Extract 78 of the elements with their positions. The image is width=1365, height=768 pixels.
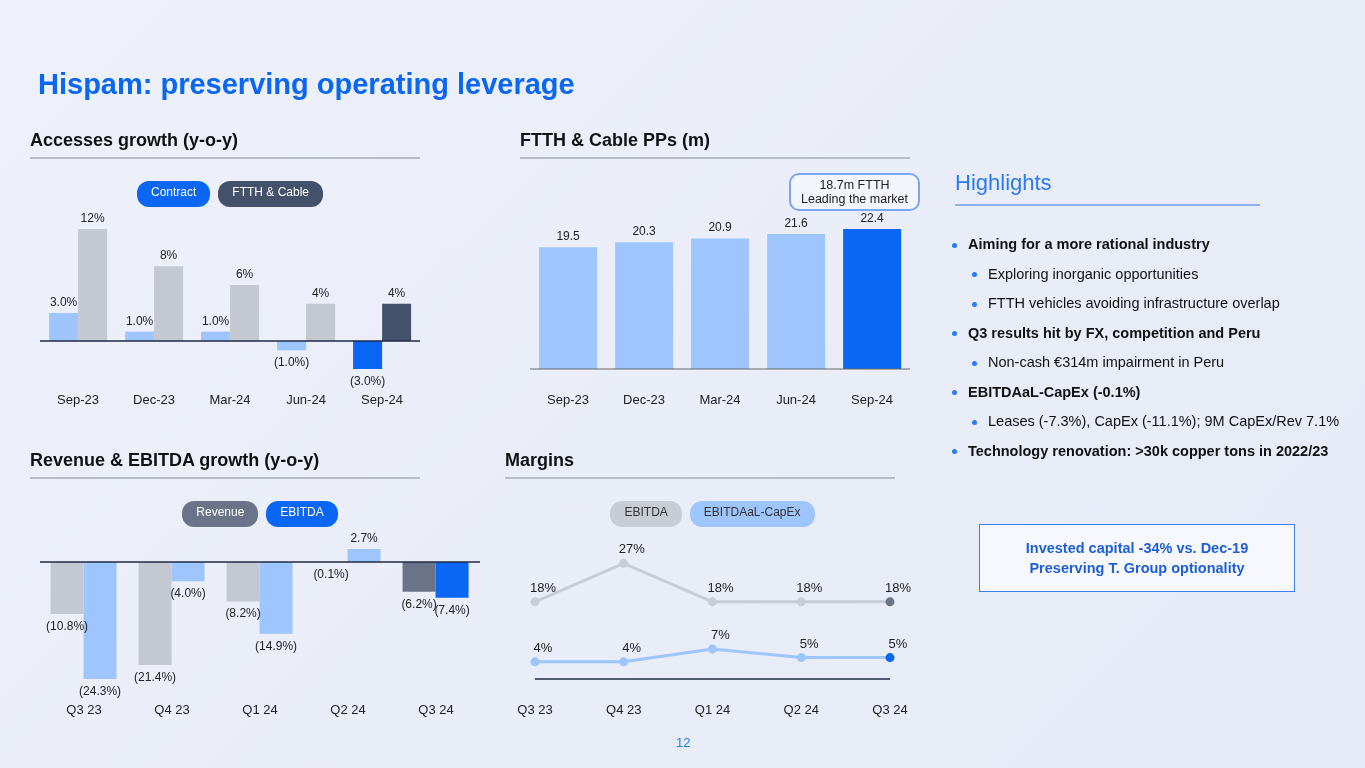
chart-title: Margins	[505, 450, 895, 479]
data-label: (21.4%)	[134, 670, 177, 685]
data-label: 27%	[618, 541, 646, 557]
x-tick-label: Q3 23	[66, 702, 102, 718]
data-label: 21.6	[784, 216, 809, 230]
text: 18.7m FTTH Leading the market	[788, 173, 920, 211]
data-label: 8%	[159, 248, 178, 263]
text: Exploring inorganic opportunities	[988, 265, 1199, 284]
chart-title: FTTH & Cable PPs (m)	[520, 130, 910, 159]
x-tick-label: Q2 24	[783, 702, 819, 718]
data-label: (10.8%)	[46, 619, 89, 633]
x-tick-label: Sep-23	[547, 392, 589, 408]
chart-title: Revenue & EBITDA growth (y-o-y)	[30, 450, 420, 479]
text: Technology renovation: >30k copper tons in 2022/23	[968, 442, 1329, 461]
data-label: 18%	[796, 579, 823, 595]
text: Contract	[136, 181, 211, 207]
data-label: (14.9%)	[255, 638, 298, 653]
text: FTTH vehicles avoiding infrastructure overlap	[988, 295, 1280, 313]
x-tick-label: Q3 23	[517, 702, 553, 718]
x-tick-label: Q3 24	[872, 702, 908, 718]
data-label: 5%	[888, 635, 908, 651]
data-label: 7%	[711, 627, 731, 642]
data-label: 12%	[80, 211, 105, 225]
data-label: 2.7%	[350, 531, 379, 545]
data-label: 19.5	[556, 229, 581, 244]
data-label: 18%	[884, 579, 912, 595]
data-label: (3.0%)	[349, 374, 386, 388]
x-tick-label: Q4 23	[154, 702, 190, 718]
data-label: (8.2%)	[225, 606, 261, 621]
text: Q3 results hit by FX, competition and Peru	[968, 324, 1261, 343]
x-tick-label: Q3 24	[418, 702, 454, 718]
text: FTTH & Cable	[218, 181, 324, 207]
x-tick-label: Q2 24	[330, 702, 366, 718]
text: Hispam: preserving operating leverage	[38, 68, 575, 101]
text: EBITDAaL-CapEx	[689, 501, 815, 527]
x-tick-label: Q1 24	[242, 702, 278, 718]
x-tick-label: Dec-23	[623, 392, 665, 408]
text: Highlights	[955, 170, 1260, 206]
data-label: 4%	[622, 639, 642, 655]
text: Non-cash €314m impairment in Peru	[988, 354, 1225, 372]
data-label: 1.0%	[201, 313, 230, 328]
text: EBITDA	[610, 501, 682, 527]
data-label: (24.3%)	[79, 684, 122, 698]
data-label: (1.0%)	[273, 355, 310, 370]
x-tick-label: Dec-23	[133, 392, 175, 408]
data-label: 4%	[311, 285, 330, 300]
data-label: 3.0%	[49, 295, 78, 309]
text: Aiming for a more rational industry	[968, 236, 1210, 254]
data-label: 18%	[529, 579, 557, 595]
x-tick-label: Q1 24	[694, 702, 731, 718]
text: Invested capital -34% vs. Dec-19	[1024, 540, 1250, 556]
data-label: (6.2%)	[401, 596, 437, 611]
data-label: 6%	[235, 267, 254, 281]
data-label: (4.0%)	[170, 586, 206, 601]
data-label: 20.3	[632, 224, 657, 239]
data-label: 4%	[533, 639, 553, 655]
data-label: 1.0%	[125, 313, 154, 328]
x-tick-label: Sep-23	[57, 392, 99, 408]
text: EBITDAaL-CapEx (-0.1%)	[968, 383, 1141, 402]
text: Preserving T. Group optionality	[1028, 560, 1246, 576]
text: EBITDA	[266, 501, 338, 527]
text: 12	[676, 735, 691, 750]
text: Leases (-7.3%), CapEx (-11.1%); 9M CapEx/Rev 7.1%	[988, 413, 1340, 431]
x-tick-label: Sep-24	[851, 392, 893, 408]
data-label: 20.9	[708, 220, 733, 235]
chart-title: Accesses growth (y-o-y)	[30, 130, 420, 159]
data-label: 22.4	[860, 211, 885, 225]
x-tick-label: Mar-24	[209, 392, 251, 408]
x-tick-label: Jun-24	[776, 392, 816, 408]
data-label: 5%	[799, 635, 820, 651]
x-tick-label: Sep-24	[361, 392, 403, 408]
data-label: (0.1%)	[313, 567, 349, 582]
data-label: 18%	[707, 579, 734, 595]
text: Revenue	[182, 501, 259, 527]
x-tick-label: Q4 23	[606, 702, 642, 718]
x-tick-label: Mar-24	[699, 392, 741, 408]
x-tick-label: Jun-24	[286, 392, 326, 408]
data-label: 4%	[387, 285, 406, 300]
